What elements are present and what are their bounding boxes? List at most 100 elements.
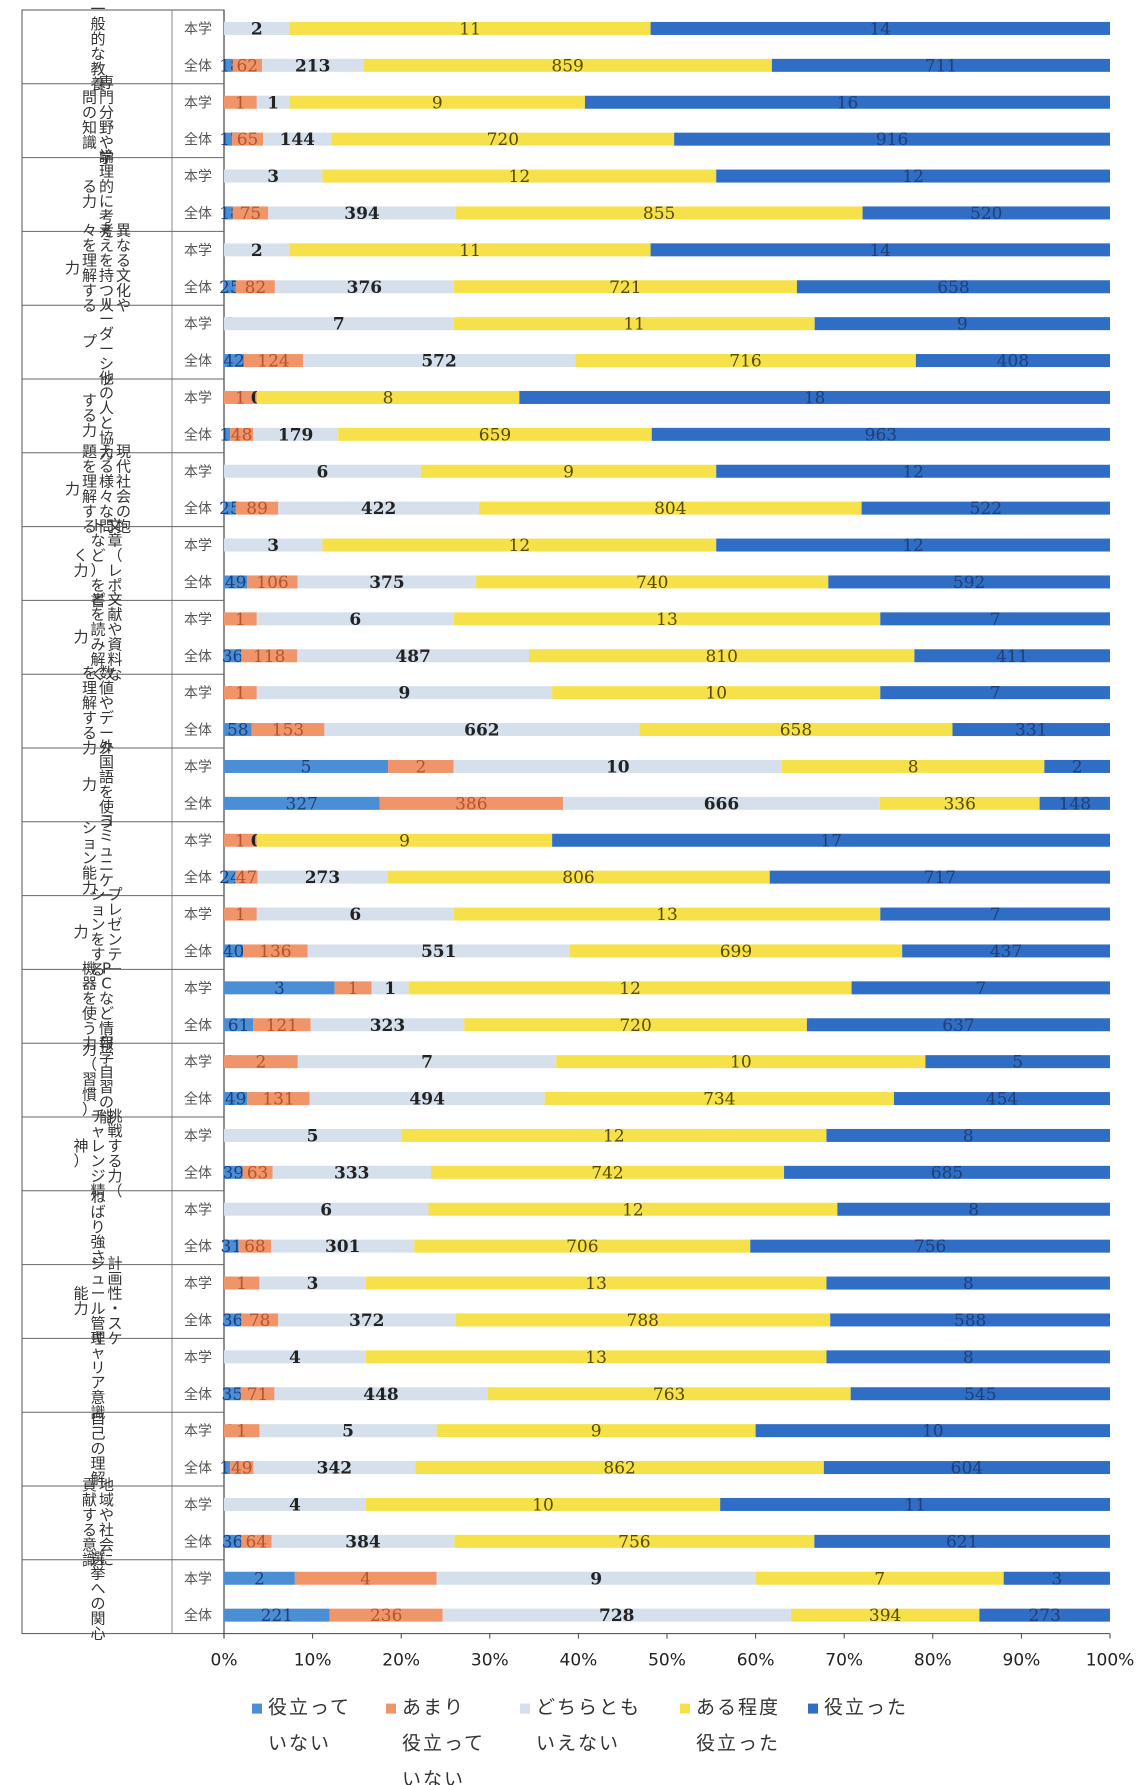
bar-segment xyxy=(322,169,717,183)
bar-segment xyxy=(952,723,1110,737)
category-label-char: 理 xyxy=(82,251,97,269)
data-label: 327 xyxy=(286,794,318,814)
category-label-char: 強 xyxy=(90,1233,105,1251)
bar-segment xyxy=(268,206,456,220)
category-label-char: シ xyxy=(90,886,105,904)
data-label: 4 xyxy=(289,1348,301,1368)
data-label: 179 xyxy=(278,425,314,445)
category-label-char: 地 xyxy=(99,1476,114,1494)
bar-segment xyxy=(720,1497,1110,1511)
bar-segment xyxy=(235,280,275,294)
bar-segment xyxy=(755,1571,1004,1585)
bar-segment xyxy=(256,686,553,700)
category-label-char: プ xyxy=(82,333,97,351)
bar-segment xyxy=(428,1202,838,1216)
data-label: 551 xyxy=(421,942,457,962)
category-label-char: 的 xyxy=(99,178,114,196)
category-label-char: を xyxy=(99,251,114,269)
data-label: 685 xyxy=(931,1163,963,1183)
data-label: 14 xyxy=(869,19,891,39)
bar-segment xyxy=(415,1461,824,1475)
data-label: 331 xyxy=(1015,721,1047,741)
data-label: 16 xyxy=(837,93,859,113)
bar-segment xyxy=(850,1387,1110,1401)
category-label-char: 力 xyxy=(82,879,97,897)
data-label: 12 xyxy=(902,462,924,482)
bar-segment xyxy=(224,95,257,109)
data-label: 3 xyxy=(267,167,279,187)
category-label-char: 情 xyxy=(99,1019,114,1037)
category-label-char: や xyxy=(99,1506,114,1524)
bar-segment xyxy=(256,612,454,626)
bar-segment xyxy=(476,575,829,589)
data-label: 47 xyxy=(236,868,258,888)
category-label-char: ン xyxy=(90,1152,105,1170)
category-label-char: 教 xyxy=(90,60,105,78)
category-label-char: 力 xyxy=(73,628,88,646)
category-label-char: す xyxy=(90,946,105,964)
bar-segment xyxy=(806,1018,1110,1032)
category-label-char: ど xyxy=(90,590,105,608)
bar-segment xyxy=(224,723,252,737)
category-label-char: プ xyxy=(107,886,122,904)
row-label: 本学 xyxy=(184,95,212,111)
category-label-char: 協 xyxy=(99,429,114,447)
data-label: 336 xyxy=(943,794,975,814)
legend-label: あまり xyxy=(402,1697,465,1719)
row-label: 本学 xyxy=(184,1055,212,1071)
bar-segment xyxy=(224,1350,366,1364)
data-label: 756 xyxy=(914,1237,946,1257)
bar-segment xyxy=(274,280,454,294)
category-label-char: 々 xyxy=(82,221,97,239)
data-label: 12 xyxy=(622,1200,644,1220)
bar-segment xyxy=(235,870,258,884)
bar-segment xyxy=(224,1128,402,1142)
bar-segment xyxy=(442,1608,791,1622)
data-label: 711 xyxy=(925,56,957,76)
bar-segment xyxy=(224,1608,330,1622)
bar-segment xyxy=(224,1571,295,1585)
category-label-char: を xyxy=(82,236,97,254)
bar-segment xyxy=(224,649,242,663)
category-label-char: 機 xyxy=(82,959,97,977)
bar-segment xyxy=(893,1092,1110,1106)
category-label-char: 意 xyxy=(82,1536,97,1554)
category-label-char: を xyxy=(82,989,97,1007)
row-label: 全体 xyxy=(184,943,212,960)
category-label-char: つ xyxy=(99,281,114,299)
category-label-char: ニ xyxy=(99,857,114,875)
bar-segment xyxy=(453,280,797,294)
category-label-char: リ xyxy=(99,295,114,313)
bar-segment xyxy=(224,1165,243,1179)
category-label-char: 文 xyxy=(107,517,122,535)
data-label: 333 xyxy=(334,1163,370,1183)
category-label-char: 力 xyxy=(82,421,97,439)
row-label: 全体 xyxy=(184,1164,212,1181)
data-label: 68 xyxy=(244,1237,266,1257)
category-label-char: ケ xyxy=(99,872,114,890)
bar-segment xyxy=(232,58,263,72)
bar-segment xyxy=(826,1276,1110,1290)
category-label-char: 一 xyxy=(90,0,105,18)
row-label: 全体 xyxy=(184,648,212,665)
category-label-char: 力 xyxy=(82,193,97,211)
category-label-char: 関 xyxy=(90,1610,105,1628)
row-label: 全体 xyxy=(184,1017,212,1034)
category-label-char: 会 xyxy=(116,488,131,506)
category-label-char: 考 xyxy=(99,221,114,239)
bar-segment xyxy=(814,1534,1110,1548)
bar-segment xyxy=(979,1608,1110,1622)
bar-segment xyxy=(224,686,257,700)
data-label: 637 xyxy=(942,1016,974,1036)
bar-segment xyxy=(379,796,564,810)
data-label: 372 xyxy=(349,1311,385,1331)
bar-segment xyxy=(552,833,1110,847)
legend-label: 役立って xyxy=(402,1733,485,1755)
category-label-char: の xyxy=(82,104,97,122)
category-label-char: ） xyxy=(73,1152,88,1170)
category-label-char: ね xyxy=(90,1188,105,1206)
category-label-char: 力 xyxy=(82,1041,97,1059)
category-label-char: 様 xyxy=(99,473,114,491)
bar-segment xyxy=(243,944,308,958)
legend-label: 役立って xyxy=(268,1697,351,1719)
